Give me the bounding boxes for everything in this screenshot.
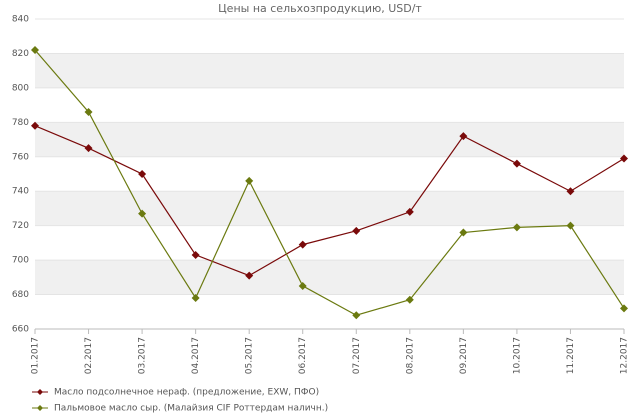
point bbox=[566, 187, 575, 196]
x-tick-label: 03.2017 bbox=[138, 337, 148, 374]
x-tick-label: 02.2017 bbox=[84, 337, 94, 374]
point bbox=[84, 108, 93, 116]
point bbox=[459, 228, 468, 237]
y-tick-label: 700 bbox=[12, 256, 29, 266]
point bbox=[31, 121, 39, 130]
point bbox=[31, 46, 39, 54]
y-tick-label: 660 bbox=[12, 325, 29, 335]
grid-band bbox=[35, 260, 624, 295]
x-tick-label: 01.2017 bbox=[31, 337, 41, 374]
y-tick-label: 740 bbox=[12, 187, 29, 197]
y-tick-label: 820 bbox=[12, 49, 29, 59]
point bbox=[245, 176, 254, 185]
point bbox=[138, 170, 147, 178]
x-tick-label: 04.2017 bbox=[191, 337, 201, 374]
point bbox=[405, 295, 414, 304]
y-tick-label: 780 bbox=[12, 118, 29, 128]
point bbox=[84, 144, 93, 153]
grid-band bbox=[35, 191, 624, 226]
point bbox=[191, 294, 200, 302]
x-tick-label: 12.2017 bbox=[620, 337, 630, 374]
grid-band bbox=[35, 122, 624, 157]
grid-band bbox=[35, 53, 624, 88]
point bbox=[405, 207, 414, 216]
point bbox=[245, 271, 254, 280]
x-tick-label: 05.2017 bbox=[245, 337, 255, 374]
x-tick-label: 09.2017 bbox=[459, 337, 469, 374]
y-tick-label: 760 bbox=[12, 152, 29, 162]
point bbox=[620, 154, 628, 163]
point bbox=[566, 221, 575, 230]
y-tick-label: 840 bbox=[12, 15, 29, 25]
point bbox=[298, 281, 307, 290]
y-tick-label: 720 bbox=[12, 221, 29, 231]
x-tick-label: 08.2017 bbox=[405, 337, 415, 374]
point bbox=[138, 209, 147, 218]
point bbox=[459, 132, 468, 141]
legend-label: Масло подсолнечное нераф. (предложение, … bbox=[54, 388, 319, 398]
legend-label: Пальмовое масло сыр. (Малайзия CIF Ротте… bbox=[54, 404, 328, 414]
x-tick-label: 07.2017 bbox=[352, 337, 362, 374]
x-tick-label: 11.2017 bbox=[566, 337, 576, 374]
x-tick-label: 06.2017 bbox=[298, 337, 308, 374]
point bbox=[298, 240, 307, 249]
point bbox=[620, 304, 628, 313]
point bbox=[512, 223, 521, 232]
x-tick-label: 10.2017 bbox=[512, 337, 522, 374]
point bbox=[352, 311, 361, 320]
legend-marker bbox=[37, 405, 43, 411]
series-line bbox=[34, 125, 625, 277]
legend-marker bbox=[37, 389, 43, 395]
series-line bbox=[34, 49, 625, 316]
point bbox=[512, 159, 521, 168]
point bbox=[191, 250, 200, 259]
y-tick-label: 800 bbox=[12, 83, 29, 93]
chart-title: Цены на сельхозпродукцию, USD/т bbox=[218, 2, 422, 15]
y-tick-label: 680 bbox=[12, 290, 29, 300]
point bbox=[352, 226, 361, 235]
